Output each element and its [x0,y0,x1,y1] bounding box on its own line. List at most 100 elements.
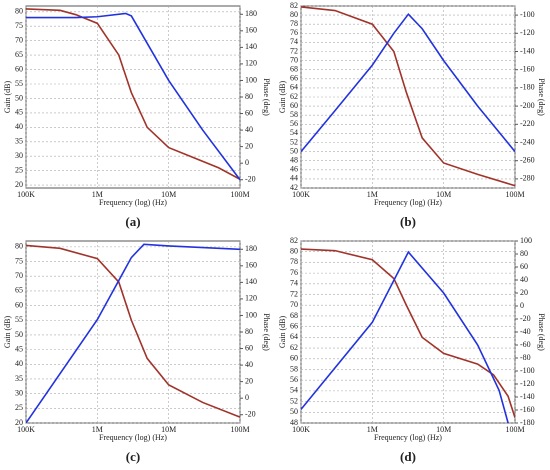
panel: 100K 1M 10M 100M485052545658606264666870727… [278,236,546,464]
y-tick-label: 20 [15,418,23,427]
y-tick-label: 25 [15,165,23,174]
y-tick-label: 76 [290,268,298,277]
y2-tick-label: 0 [520,301,524,310]
y-tick-label: 68 [290,311,298,320]
series-line [301,12,515,153]
y-tick-label: 46 [290,165,298,174]
y-tick-label: 75 [15,256,23,265]
y-tick-label: 65 [15,50,23,59]
y2-tick-label: -20 [520,314,531,323]
x-axis-label: Frequency (log) (Hz) [374,433,442,442]
y-tick-label: 70 [290,55,298,64]
y-tick-label: 64 [290,83,298,92]
y2-tick-label: 100 [245,310,257,319]
y-tick-label: 50 [15,93,23,102]
y2-tick-label: 140 [245,277,257,286]
y-tick-label: 25 [15,403,23,412]
x-tick-label: 100K [17,190,35,199]
y2-axis-label: Phase (deg) [537,313,546,351]
y-tick-label: 54 [290,128,298,137]
y2-tick-label: -160 [520,405,535,414]
series-line [26,12,240,181]
y-tick-label: 70 [290,300,298,309]
x-tick-label: 10M [436,190,451,199]
y-tick-label: 68 [290,65,298,74]
y-tick-label: 72 [290,289,298,298]
y-tick-label: 80 [15,7,23,16]
y-tick-label: 44 [290,174,298,183]
y2-tick-label: -80 [520,353,531,362]
panel-label: (d) [400,449,416,464]
y2-tick-label: 160 [245,26,257,35]
y2-tick-label: 160 [245,261,257,270]
y-tick-label: 60 [15,300,23,309]
y2-tick-label: -180 [520,418,535,427]
y-tick-label: 80 [290,247,298,256]
y-tick-label: 40 [15,122,23,131]
y-axis-label: Gain (dB) [3,81,12,114]
y2-tick-label: -100 [520,366,535,375]
y2-tick-label: 120 [245,294,257,303]
y2-tick-label: -120 [520,28,535,37]
y2-tick-label: -20 [245,410,256,419]
x-tick-label: 100M [505,425,524,434]
y-tick-label: 55 [15,315,23,324]
y-tick-label: 45 [15,108,23,117]
y-tick-label: 66 [290,321,298,330]
x-axis-label: Frequency (log) (Hz) [374,198,442,207]
y2-tick-label: 40 [245,125,253,134]
y2-tick-label: -140 [520,392,535,401]
y2-tick-label: 40 [245,360,253,369]
y-tick-label: 30 [15,151,23,160]
y-tick-label: 48 [290,156,298,165]
y2-axis-label: Phase (deg) [262,313,271,351]
y-tick-label: 82 [290,236,298,245]
y-tick-label: 58 [290,110,298,119]
panel-label: (a) [125,214,140,229]
series-line [301,248,515,418]
series-line [301,6,515,187]
y-tick-label: 50 [290,146,298,155]
x-tick-label: 1M [367,425,378,434]
y2-axis-label: Phase (deg) [537,78,546,116]
plot-area [300,240,516,424]
y-tick-label: 45 [15,344,23,353]
y2-tick-label: 20 [245,376,253,385]
y-tick-label: 54 [290,386,298,395]
y-tick-label: 40 [15,359,23,368]
y2-tick-label: -20 [245,175,256,184]
y-tick-label: 82 [290,1,298,10]
y2-tick-label: 100 [245,75,257,84]
y-tick-label: 56 [290,375,298,384]
x-tick-label: 100K [17,425,35,434]
y2-tick-label: 60 [245,108,253,117]
y-tick-label: 60 [290,354,298,363]
y-axis-label: Gain (dB) [278,316,287,349]
y-tick-label: 60 [290,101,298,110]
y-tick-label: 65 [15,286,23,295]
x-tick-label: 10M [161,425,176,434]
panel: 100K 1M 10M 100M 20 25 30 35 40 45 50 55 60 65 70 75 80 -… [3,5,271,229]
y-tick-label: 72 [290,46,298,55]
y2-tick-label: 0 [245,158,249,167]
y2-tick-label: 120 [245,59,257,68]
y2-tick-label: 20 [520,288,528,297]
y-tick-label: 74 [290,279,298,288]
y2-tick-label: 0 [245,393,249,402]
y-tick-label: 20 [15,180,23,189]
y2-tick-label: -220 [520,119,535,128]
y2-tick-label: -100 [520,10,535,19]
y2-tick-label: -40 [520,327,531,336]
y2-tick-label: 80 [245,327,253,336]
x-tick-label: 100K [292,425,310,434]
y-tick-label: 75 [15,21,23,30]
y2-tick-label: 60 [245,343,253,352]
y2-tick-label: 180 [245,244,257,253]
y-tick-label: 78 [290,19,298,28]
y-tick-label: 60 [15,64,23,73]
y-tick-label: 62 [290,343,298,352]
y-tick-label: 70 [15,271,23,280]
y2-tick-label: -60 [520,340,531,349]
y-tick-label: 70 [15,35,23,44]
